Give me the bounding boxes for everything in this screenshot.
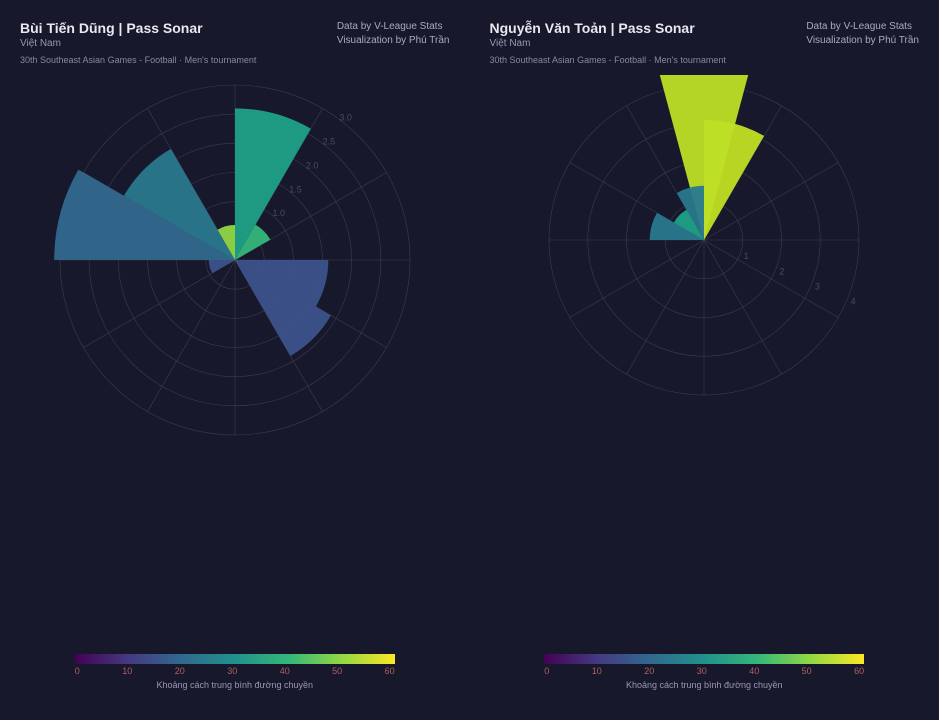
ring-label: 3 <box>815 281 820 291</box>
legend-caption: Khoảng cách trung bình đường chuyền <box>75 680 395 690</box>
legend-tick: 50 <box>802 666 812 676</box>
ring-label: 4 <box>851 297 856 307</box>
credit-line: Visualization by Phú Trần <box>337 34 450 48</box>
panel-header: Bùi Tiến Dũng | Pass Sonar Việt Nam 30th S… <box>20 20 450 65</box>
chart-title: Bùi Tiến Dũng | Pass Sonar <box>20 20 256 36</box>
legend-tick: 0 <box>544 666 549 676</box>
legend-tick: 20 <box>644 666 654 676</box>
ring-label: 2.0 <box>306 160 319 170</box>
ring-label: 1 <box>744 251 749 261</box>
ring-label: 1.0 <box>272 208 285 218</box>
chart-event: 30th Southeast Asian Games - Football · … <box>20 55 256 65</box>
panel-header: Nguyễn Văn Toản | Pass Sonar Việt Nam 30th… <box>490 20 920 65</box>
legend-ticks: 0 10 20 30 40 50 60 <box>544 666 864 676</box>
legend-tick: 20 <box>175 666 185 676</box>
legend-caption: Khoảng cách trung bình đường chuyền <box>544 680 864 690</box>
chart-subtitle: Việt Nam <box>490 38 726 49</box>
legend-tick: 40 <box>749 666 759 676</box>
legend-tick: 30 <box>697 666 707 676</box>
panel: Bùi Tiến Dũng | Pass Sonar Việt Nam 30th S… <box>0 0 470 720</box>
chart-title: Nguyễn Văn Toản | Pass Sonar <box>490 20 726 36</box>
ring-label: 1.5 <box>289 184 302 194</box>
chart-event: 30th Southeast Asian Games - Football · … <box>490 55 726 65</box>
legend-tick: 10 <box>592 666 602 676</box>
color-legend: 0 10 20 30 40 50 60 Khoảng cách trung bình đườn… <box>75 654 395 690</box>
polar-chart: 1 2 3 4 <box>539 75 869 405</box>
color-legend: 0 10 20 30 40 50 60 Khoảng cách trung bình đườn… <box>544 654 864 690</box>
legend-gradient-bar <box>544 654 864 664</box>
legend-gradient-bar <box>75 654 395 664</box>
chart-area: 1 2 3 4 <box>490 75 920 405</box>
credit-line: Visualization by Phú Trần <box>806 34 919 48</box>
chart-subtitle: Việt Nam <box>20 38 256 49</box>
legend-tick: 10 <box>122 666 132 676</box>
panel: Nguyễn Văn Toản | Pass Sonar Việt Nam 30th… <box>470 0 939 720</box>
legend-tick: 30 <box>227 666 237 676</box>
legend-tick: 0 <box>75 666 80 676</box>
legend-tick: 50 <box>332 666 342 676</box>
polar-chart: 1.0 1.5 2.0 2.5 3.0 <box>50 75 420 445</box>
ring-label: 2.5 <box>322 137 335 147</box>
legend-tick: 60 <box>854 666 864 676</box>
ring-label: 2 <box>780 266 785 276</box>
ring-label: 3.0 <box>339 113 352 123</box>
chart-area: 1.0 1.5 2.0 2.5 3.0 <box>20 75 450 445</box>
legend-tick: 40 <box>280 666 290 676</box>
legend-ticks: 0 10 20 30 40 50 60 <box>75 666 395 676</box>
credit-line: Data by V-League Stats <box>337 20 450 34</box>
chart-credits: Data by V-League StatsVisualization by P… <box>337 20 450 65</box>
credit-line: Data by V-League Stats <box>806 20 919 34</box>
chart-credits: Data by V-League StatsVisualization by P… <box>806 20 919 65</box>
legend-tick: 60 <box>385 666 395 676</box>
